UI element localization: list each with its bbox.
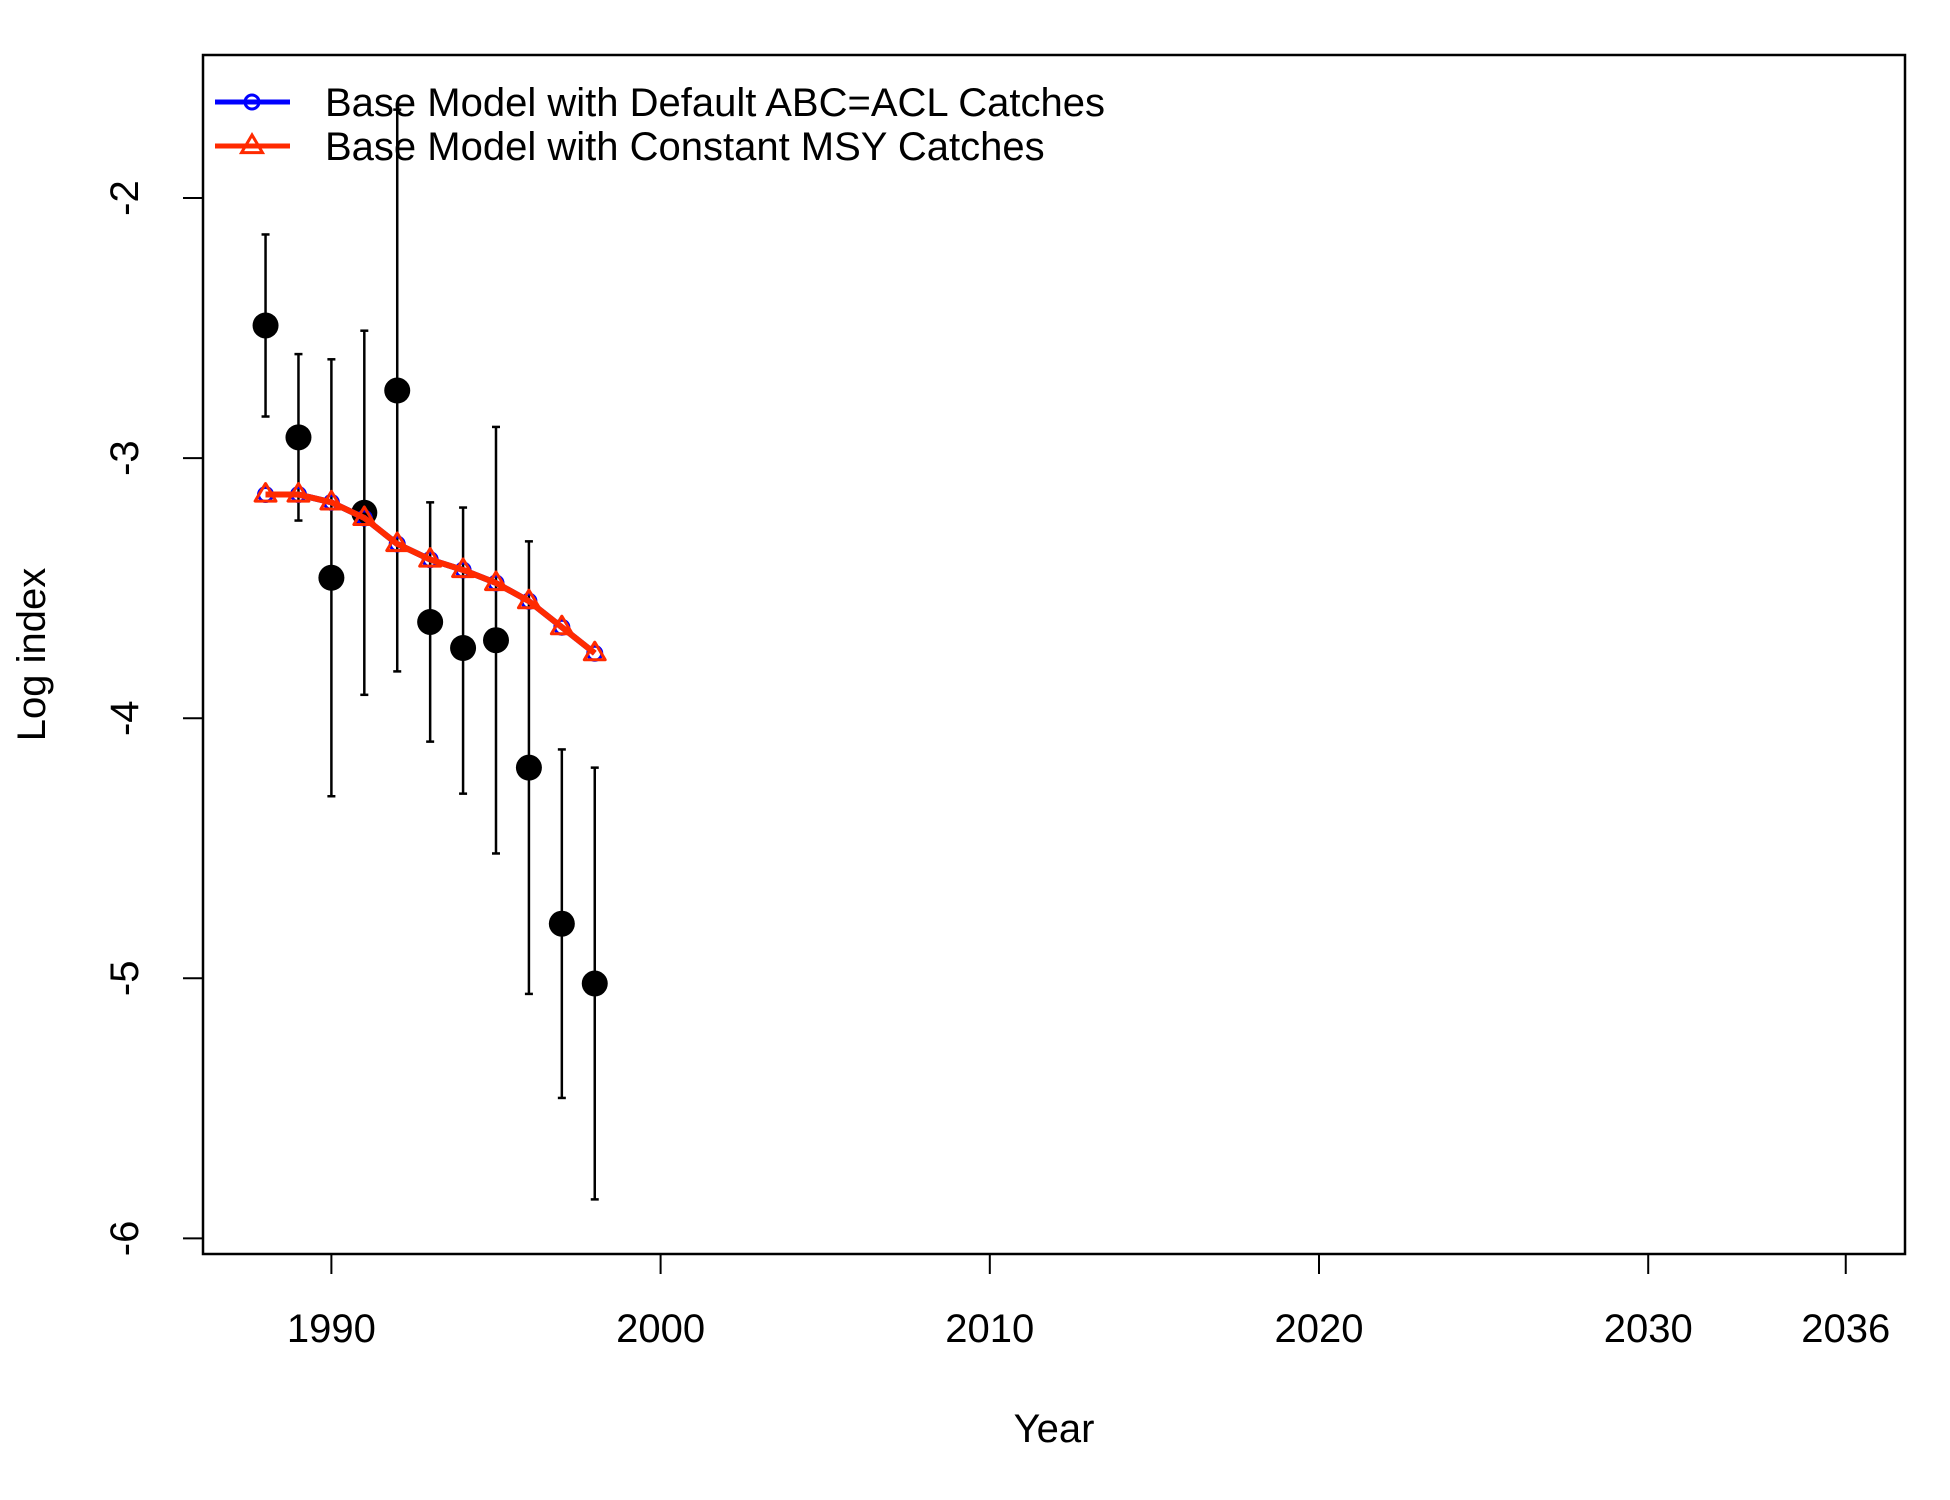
x-tick-label: 2010 xyxy=(945,1307,1034,1351)
series-marker-triangle xyxy=(582,640,607,662)
series-marker-triangle xyxy=(516,588,541,610)
observed-point xyxy=(285,424,312,451)
observed-point xyxy=(482,627,509,654)
y-axis-label: Log index xyxy=(10,568,54,741)
observed-point xyxy=(548,910,575,937)
series-marker-triangle xyxy=(385,531,410,553)
observed-point xyxy=(515,754,542,781)
series-marker-triangle xyxy=(451,557,476,579)
y-tick-label: -6 xyxy=(103,1221,147,1257)
series-marker-triangle xyxy=(286,482,311,503)
observed-point xyxy=(384,377,411,404)
series-layer xyxy=(253,482,607,662)
observed-point xyxy=(252,312,279,339)
observed-points xyxy=(252,312,608,997)
series-marker-triangle xyxy=(418,547,443,568)
legend-marker-triangle xyxy=(238,132,266,155)
y-tick-label: -5 xyxy=(103,961,147,997)
x-axis-label: Year xyxy=(1014,1407,1095,1451)
observed-point xyxy=(318,564,345,591)
observed-point xyxy=(581,970,608,997)
x-tick-label: 1990 xyxy=(287,1307,376,1351)
series-marker-triangle xyxy=(352,505,377,527)
legend-marker-circle xyxy=(243,93,261,111)
y-tick-label: -3 xyxy=(103,440,147,476)
plot-frame xyxy=(201,53,1907,1256)
x-tick-label: 2036 xyxy=(1801,1307,1890,1351)
series-line-2 xyxy=(265,491,597,656)
observed-point xyxy=(450,634,477,661)
legend: Base Model with Default ABC=ACL CatchesB… xyxy=(215,81,1105,169)
error-bars xyxy=(261,108,599,1201)
series-marker-triangle xyxy=(549,614,574,636)
x-tick-label: 2030 xyxy=(1604,1307,1693,1351)
axis-ticks: 1990 2000 2010 2020 2030 2036 -2 -3 -4 -5 -6 xyxy=(103,180,1890,1351)
x-tick-label: 2000 xyxy=(616,1307,705,1351)
legend-label-2: Base Model with Constant MSY Catches xyxy=(325,125,1045,169)
series-marker-triangle xyxy=(253,482,278,503)
series-marker-triangle xyxy=(484,570,508,592)
legend-label-1: Base Model with Default ABC=ACL Catches xyxy=(325,81,1105,125)
y-tick-label: -4 xyxy=(103,700,147,736)
y-tick-label: -2 xyxy=(103,180,147,216)
x-tick-label: 2020 xyxy=(1275,1307,1364,1351)
series-marker-triangle xyxy=(319,489,344,511)
observed-point xyxy=(417,608,444,635)
